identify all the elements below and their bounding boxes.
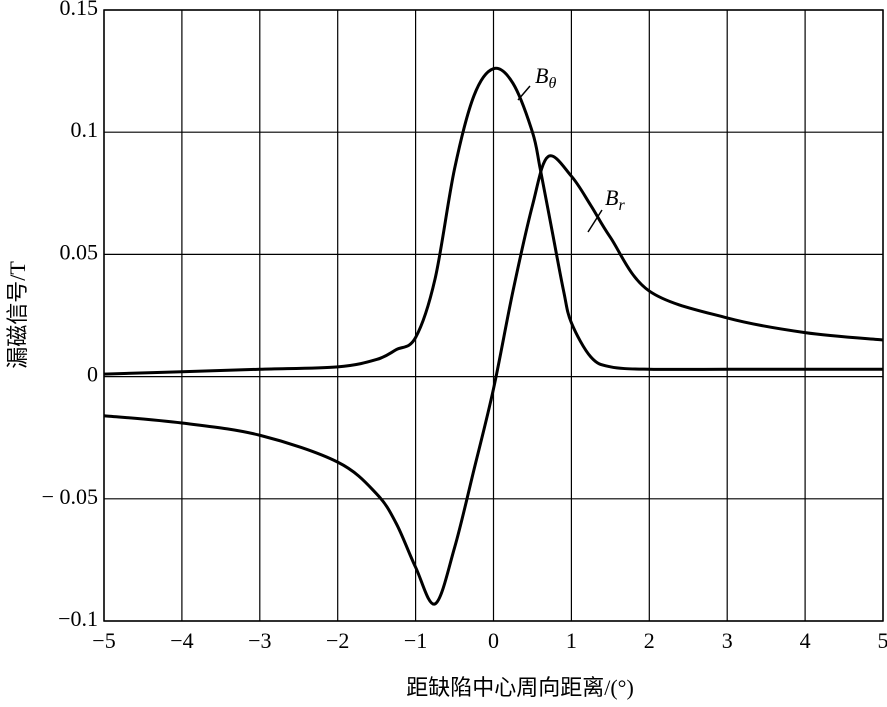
annotation-leader: [517, 85, 531, 101]
y-tick-label: −0.1: [58, 606, 98, 631]
x-tick-label: 3: [722, 628, 733, 653]
line-series: [103, 154, 884, 606]
x-tick-label: 0: [488, 628, 499, 653]
x-tick-label: −1: [404, 628, 427, 653]
x-tick-label: 1: [566, 628, 577, 653]
x-tick-label: 4: [800, 628, 811, 653]
plot-frame: [103, 9, 884, 622]
y-axis-label: 漏磁信号/T: [5, 261, 30, 369]
series-label: Bθ: [535, 63, 556, 92]
x-tick-label: −3: [248, 628, 271, 653]
x-tick-label: −2: [326, 628, 349, 653]
x-tick-label: −5: [92, 628, 115, 653]
y-tick-label: 0.15: [60, 0, 99, 20]
line-series: [103, 66, 883, 376]
series-label: Br: [605, 185, 625, 214]
y-tick-label: 0.05: [60, 239, 99, 264]
y-tick-label: 0: [87, 362, 98, 387]
x-axis-label: 距缺陷中心周向距离/(°): [406, 675, 634, 700]
x-tick-label: −4: [170, 628, 193, 653]
annotation-leader: [587, 209, 603, 233]
x-tick-label: 5: [878, 628, 887, 653]
y-tick-label: 0.1: [71, 117, 99, 142]
x-tick-label: 2: [644, 628, 655, 653]
y-tick-label: − 0.05: [42, 484, 98, 509]
